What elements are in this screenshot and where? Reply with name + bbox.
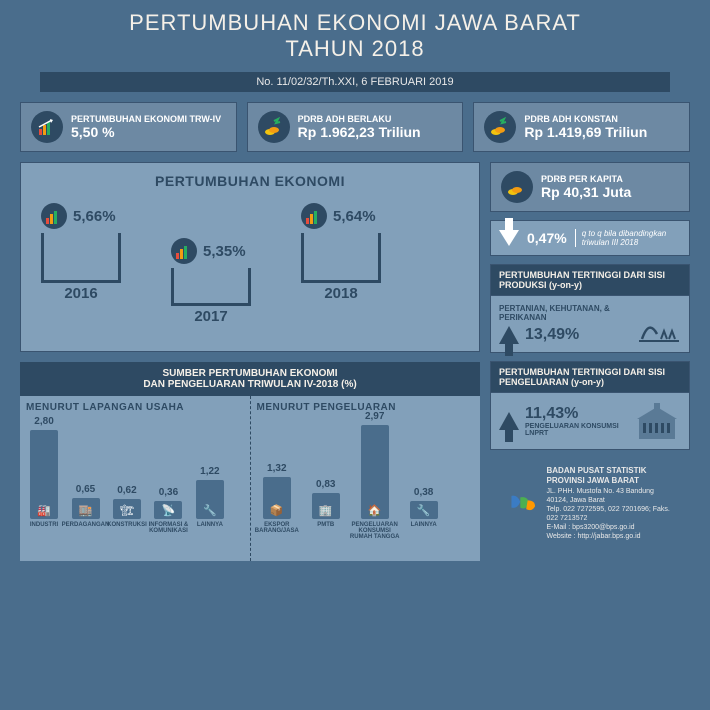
kpi-value: Rp 1.962,23 Triliun — [298, 124, 421, 140]
pengeluaran-panel: PERTUMBUHAN TERTINGGI DARI SISI PENGELUA… — [490, 361, 690, 450]
kpi-konstan: PDRB ADH KONSTANRp 1.419,69 Triliun — [473, 102, 690, 152]
qtoq-box: 0,47% q to q bila dibandingkan triwulan … — [490, 220, 690, 256]
doc-number: No. 11/02/32/Th.XXI, 6 FEBRUARI 2019 — [40, 72, 670, 92]
bar: 1,22🔧LAINNYA — [196, 480, 224, 519]
produksi-panel: PERTUMBUHAN TERTINGGI DARI SISI PRODUKSI… — [490, 264, 690, 353]
arrow-down-icon — [499, 230, 519, 246]
bps-logo-icon — [510, 491, 537, 517]
bar: 1,32📦EKSPORBARANG/JASA — [263, 477, 291, 519]
farming-icon — [637, 304, 681, 344]
money-icon — [258, 111, 290, 143]
bar: 0,38🔧LAINNYA — [410, 501, 438, 519]
year-2018: 5,64%2018 — [301, 203, 381, 302]
kpi-value: Rp 1.419,69 Triliun — [524, 124, 647, 140]
money-icon — [501, 171, 533, 203]
bar: 0,65🏬PERDAGANGAN — [72, 498, 100, 519]
chart-icon — [171, 238, 197, 264]
growth-title: PERTUMBUHAN EKONOMI — [31, 173, 469, 189]
growth-chart: PERTUMBUHAN EKONOMI 5,66%2016 5,35%2017 5,… — [20, 162, 480, 352]
col-usaha: MENURUT LAPANGAN USAHA 2,80🏭INDUSTRI0,65… — [20, 396, 251, 561]
kpi-label: PDRB ADH KONSTAN — [524, 114, 647, 125]
title-l2: TAHUN 2018 — [0, 36, 710, 62]
arrow-up-icon — [499, 412, 519, 430]
chart-icon — [41, 203, 67, 229]
header: PERTUMBUHAN EKONOMI JAWA BARAT TAHUN 201… — [0, 0, 710, 68]
bar: 0,36📡INFORMASI &KOMUNIKASI — [154, 501, 182, 519]
footer: BADAN PUSAT STATISTIK PROVINSI JAWA BARA… — [490, 458, 690, 541]
kpi-label: PERTUMBUHAN EKONOMI TRW-IV — [71, 114, 221, 125]
bar: 2,97🏠PENGELUARANKONSUMSIRUMAH TANGGA — [361, 425, 389, 519]
kpi-label: PDRB ADH BERLAKU — [298, 114, 421, 125]
building-icon — [633, 401, 681, 441]
year-2016: 5,66%2016 — [41, 203, 121, 302]
money-icon — [484, 111, 516, 143]
year-2017: 5,35%2017 — [171, 238, 251, 325]
chart-icon — [301, 203, 327, 229]
kpi-berlaku: PDRB ADH BERLAKURp 1.962,23 Triliun — [247, 102, 464, 152]
kpi-value: 5,50 % — [71, 124, 221, 140]
title-l1: PERTUMBUHAN EKONOMI JAWA BARAT — [0, 10, 710, 36]
sumber-header: SUMBER PERTUMBUHAN EKONOMI DAN PENGELUAR… — [20, 362, 480, 396]
sumber-body: MENURUT LAPANGAN USAHA 2,80🏭INDUSTRI0,65… — [20, 396, 480, 561]
kpi-kapita: PDRB PER KAPITARp 40,31 Juta — [490, 162, 690, 212]
bar: 0,83🏢PMTB — [312, 493, 340, 519]
bar: 2,80🏭INDUSTRI — [30, 430, 58, 519]
kpi-row: PERTUMBUHAN EKONOMI TRW-IV5,50 % PDRB AD… — [0, 102, 710, 152]
bar: 0,62🏗KONSTRUKSI — [113, 499, 141, 519]
kpi-growth: PERTUMBUHAN EKONOMI TRW-IV5,50 % — [20, 102, 237, 152]
col-pengeluaran: MENURUT PENGELUARAN 1,32📦EKSPORBARANG/JA… — [251, 396, 481, 561]
arrow-up-icon — [499, 326, 519, 344]
chart-icon — [31, 111, 63, 143]
